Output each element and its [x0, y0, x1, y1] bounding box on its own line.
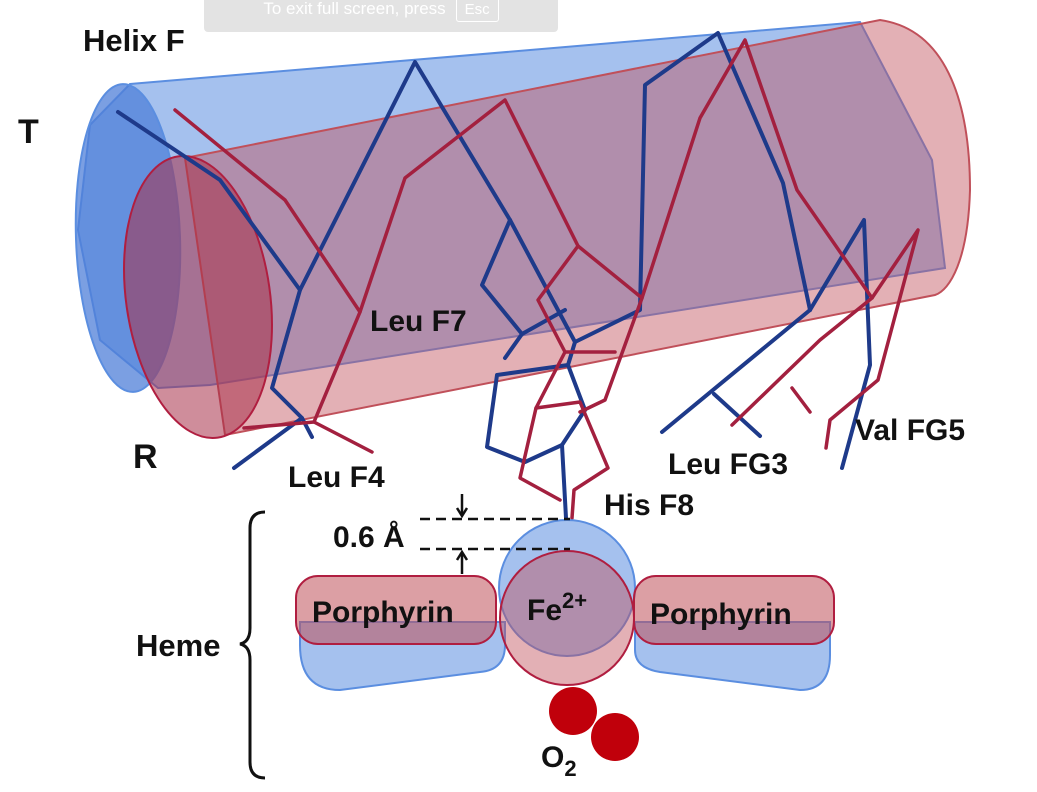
shift-label: 0.6 Å [333, 521, 405, 554]
oxygen-label: O2 [541, 741, 577, 781]
iron-symbol: Fe [527, 594, 562, 627]
iron-charge: 2+ [562, 588, 587, 613]
oxygen-molecule [549, 687, 639, 761]
heme-group [295, 519, 835, 692]
t-state-label: T [18, 113, 39, 151]
leu-fg3-label: Leu FG3 [668, 448, 788, 481]
porphyrin-right-label: Porphyrin [650, 598, 792, 631]
porphyrin-left-r [295, 575, 497, 645]
oxygen-atom-2 [591, 713, 639, 761]
helix-label: Helix F [83, 23, 185, 58]
oxygen-subscript: 2 [564, 756, 576, 781]
fullscreen-exit-text: To exit full screen, press [263, 0, 446, 18]
porphyrin-left-label: Porphyrin [312, 596, 454, 629]
heme-bracket [239, 510, 266, 780]
leu-f7-label: Leu F7 [370, 305, 467, 338]
oxygen-atom-1 [549, 687, 597, 735]
val-fg5-label: Val FG5 [855, 414, 965, 447]
displacement-marker [420, 494, 570, 574]
his-f8-label: His F8 [604, 489, 694, 522]
iron-r [499, 550, 635, 686]
oxygen-symbol: O [541, 741, 564, 774]
iron-label: Fe2+ [527, 588, 587, 627]
heme-label: Heme [136, 628, 220, 663]
r-state-backbone [173, 38, 920, 520]
leu-f4-label: Leu F4 [288, 461, 385, 494]
esc-key-hint[interactable]: Esc [455, 0, 499, 22]
r-state-label: R [133, 438, 158, 476]
fullscreen-exit-banner: To exit full screen, press Esc [204, 0, 558, 32]
